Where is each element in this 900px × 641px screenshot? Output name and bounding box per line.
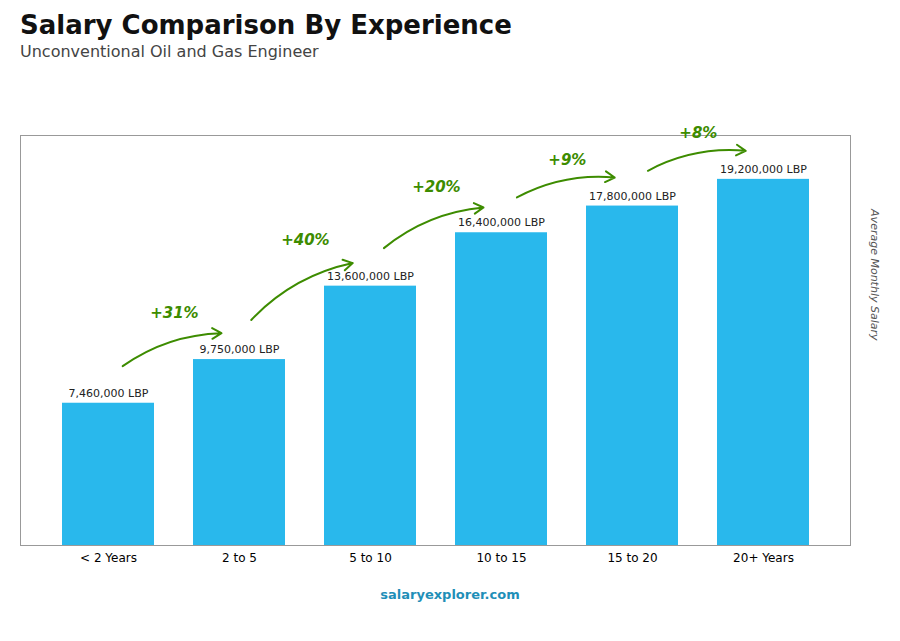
svg-text:15 to 20: 15 to 20 (607, 551, 657, 565)
svg-text:20+ Years: 20+ Years (733, 551, 794, 565)
svg-text:7,460,000 LBP: 7,460,000 LBP (69, 387, 149, 400)
svg-text:19,200,000 LBP: 19,200,000 LBP (720, 163, 807, 176)
svg-text:Average Monthly Salary: Average Monthly Salary (868, 208, 881, 341)
svg-text:+31%: +31% (150, 304, 198, 322)
html-text:Salary Comparison By Experienc: Salary Comparison By Experience (20, 10, 512, 40)
svg-text:+40%: +40% (281, 231, 329, 249)
svg-text:5 to 10: 5 to 10 (349, 551, 392, 565)
svg-text:16,400,000 LBP: 16,400,000 LBP (458, 216, 545, 229)
svg-text:17,800,000 LBP: 17,800,000 LBP (589, 190, 676, 203)
svg-text:10 to 15: 10 to 15 (476, 551, 526, 565)
svg-text:9,750,000 LBP: 9,750,000 LBP (200, 343, 280, 356)
svg-text:< 2 Years: < 2 Years (80, 551, 137, 565)
html-text:salaryexplorer.com: salaryexplorer.com (380, 587, 520, 602)
svg-text:+20%: +20% (412, 178, 460, 196)
svg-text:+9%: +9% (548, 151, 586, 169)
html-text:Unconventional Oil and Gas Eng: Unconventional Oil and Gas Engineer (20, 42, 319, 61)
svg-text:+8%: +8% (679, 124, 717, 142)
svg-text:2 to 5: 2 to 5 (222, 551, 257, 565)
svg-text:13,600,000 LBP: 13,600,000 LBP (327, 270, 414, 283)
